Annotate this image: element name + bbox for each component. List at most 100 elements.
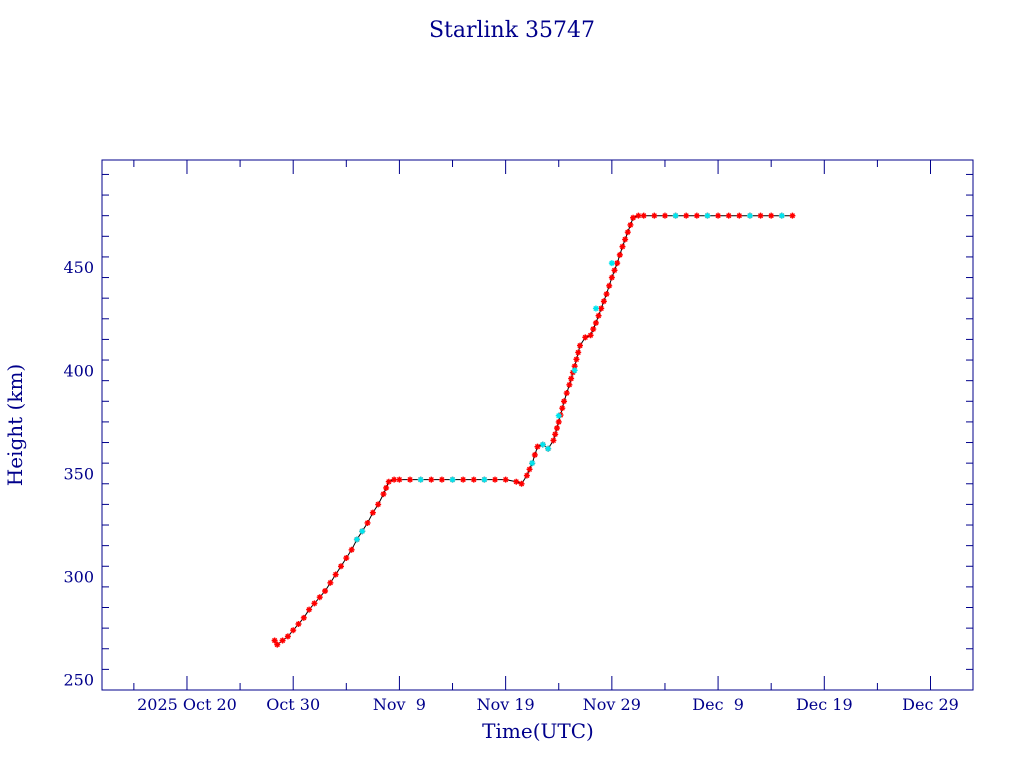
- data-point-marker: [502, 476, 509, 483]
- data-point-marker: [576, 342, 583, 349]
- data-point-marker: [683, 212, 690, 219]
- data-point-marker: [383, 484, 390, 491]
- data-point-marker: [284, 633, 291, 640]
- data-point-marker: [789, 212, 796, 219]
- data-point-marker: [568, 375, 575, 382]
- data-point-marker: [353, 536, 360, 543]
- data-point-marker: [396, 476, 403, 483]
- data-point-marker: [635, 212, 642, 219]
- x-tick-label: Nov 19: [477, 695, 535, 714]
- data-point-marker: [592, 305, 599, 312]
- data-point-marker: [693, 212, 700, 219]
- data-point-marker: [757, 212, 764, 219]
- data-point-marker: [768, 212, 775, 219]
- x-tick-label: Oct 30: [266, 695, 320, 714]
- data-point-marker: [778, 212, 785, 219]
- data-point-marker: [428, 476, 435, 483]
- data-point-marker: [563, 390, 570, 397]
- series-line: [274, 215, 793, 646]
- data-point-marker: [598, 305, 605, 312]
- data-point-marker: [470, 476, 477, 483]
- data-point-marker: [746, 212, 753, 219]
- data-point-marker: [736, 212, 743, 219]
- y-axis: 250 300 350 400 450: [63, 173, 973, 690]
- y-tick-label: 350: [63, 464, 94, 483]
- data-point-marker: [561, 398, 568, 405]
- data-point-marker: [337, 563, 344, 570]
- data-point-marker: [449, 476, 456, 483]
- data-point-marker: [704, 212, 711, 219]
- data-point-marker: [481, 476, 488, 483]
- x-axis: 2025 Oct 20 Oct 30 Nov 9 Nov 19 Nov 29 Dec 9 D…: [133, 160, 959, 714]
- data-point-marker: [715, 212, 722, 219]
- x-tick-label: Nov 29: [583, 695, 641, 714]
- data-point-marker: [575, 349, 582, 356]
- data-point-marker: [417, 476, 424, 483]
- data-point-marker: [661, 212, 668, 219]
- data-point-marker: [622, 236, 629, 243]
- data-point-marker: [290, 627, 297, 634]
- data-point-marker: [559, 405, 566, 412]
- y-axis-label: Height (km): [3, 364, 27, 486]
- data-point-marker: [592, 319, 599, 326]
- data-point-marker: [619, 243, 626, 250]
- data-point-marker: [624, 229, 631, 236]
- plot-frame: [101, 159, 974, 691]
- data-point-marker: [364, 519, 371, 526]
- data-point-marker: [627, 221, 634, 228]
- y-tick-label: 300: [63, 568, 94, 587]
- data-point-marker: [582, 334, 589, 341]
- data-point-marker: [279, 637, 286, 644]
- data-point-marker: [407, 476, 414, 483]
- data-point-marker: [300, 614, 307, 621]
- data-point-marker: [306, 606, 313, 613]
- data-point-marker: [603, 291, 610, 298]
- x-tick-label: Nov 9: [373, 695, 426, 714]
- x-tick-label: 2025 Oct 20: [137, 695, 237, 714]
- data-point-marker: [380, 491, 387, 498]
- data-point-marker: [555, 418, 562, 425]
- data-point-marker: [391, 476, 398, 483]
- data-point-marker: [348, 546, 355, 553]
- data-point-marker: [343, 555, 350, 562]
- y-tick-label: 400: [63, 361, 94, 380]
- data-point-marker: [327, 579, 334, 586]
- chart-title: Starlink 35747: [429, 18, 595, 43]
- data-point-marker: [725, 212, 732, 219]
- data-point-marker: [523, 472, 530, 479]
- data-point-marker: [518, 480, 525, 487]
- x-tick-label: Dec 9: [692, 695, 744, 714]
- data-point-marker: [606, 282, 613, 289]
- data-point-marker: [539, 441, 546, 448]
- data-point-marker: [600, 298, 607, 305]
- data-point-marker: [651, 212, 658, 219]
- data-point-marker: [566, 381, 573, 388]
- data-point-marker: [573, 356, 580, 363]
- data-point-marker: [590, 326, 597, 333]
- data-point-marker: [630, 214, 637, 221]
- x-tick-label: Dec 19: [796, 695, 853, 714]
- data-point-marker: [587, 332, 594, 339]
- data-point-marker: [295, 621, 302, 628]
- data-point-marker: [359, 528, 366, 535]
- data-point-marker: [492, 476, 499, 483]
- data-point-marker: [614, 260, 621, 267]
- y-tick-label: 450: [63, 258, 94, 277]
- data-point-marker: [271, 637, 278, 644]
- data-point-marker: [608, 274, 615, 281]
- data-point-marker: [608, 260, 615, 267]
- data-point-marker: [460, 476, 467, 483]
- data-point-marker: [672, 212, 679, 219]
- data-point-marker: [640, 212, 647, 219]
- data-point-marker: [531, 451, 538, 458]
- x-axis-label: Time(UTC): [482, 719, 594, 743]
- data-point-marker: [322, 588, 329, 595]
- data-point-marker: [555, 412, 562, 419]
- data-point-marker: [332, 571, 339, 578]
- data-point-marker: [553, 425, 560, 432]
- data-point-marker: [385, 478, 392, 485]
- data-point-marker: [552, 431, 559, 438]
- data-point-marker: [571, 363, 578, 370]
- data-point-marker: [595, 312, 602, 319]
